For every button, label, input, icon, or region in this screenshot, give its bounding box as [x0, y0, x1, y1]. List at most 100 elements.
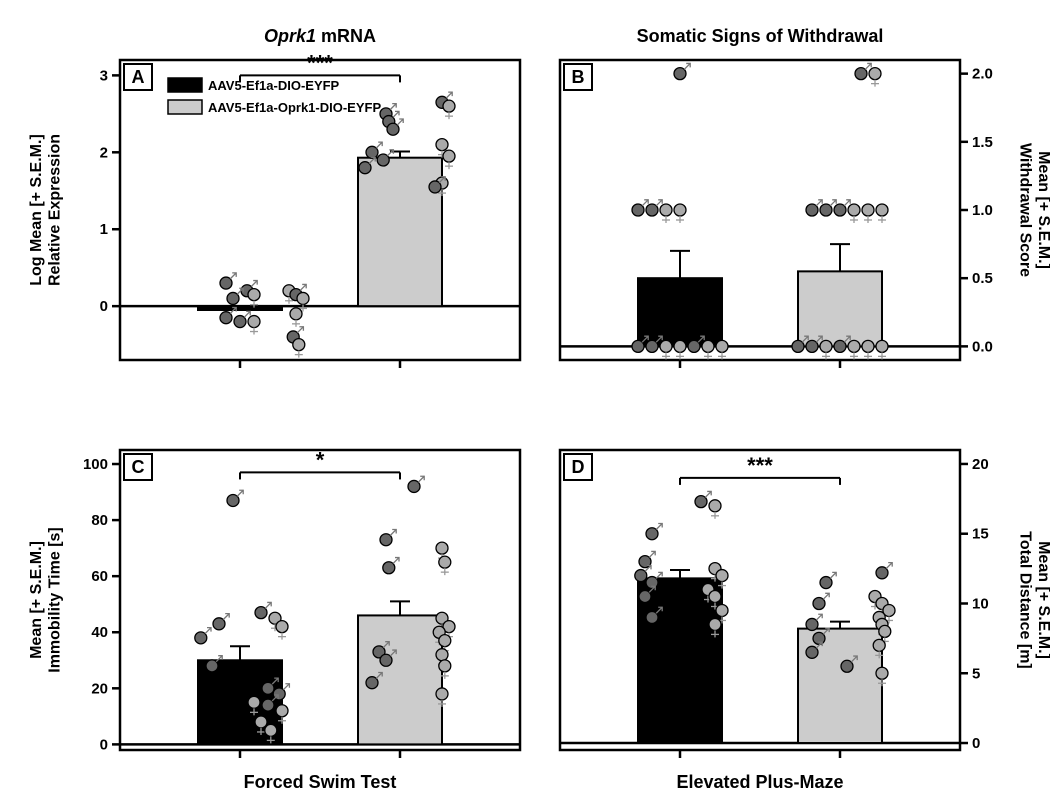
data-point	[248, 289, 260, 301]
ytick-label: 60	[91, 568, 108, 585]
y-axis-label: Mean [+ S.E.M.]Withdrawal Score	[1016, 143, 1050, 277]
ytick-label: 0.5	[972, 270, 993, 287]
data-point	[879, 625, 891, 637]
legend-label: AAV5-Ef1a-DIO-EYFP	[208, 78, 340, 93]
panel-letter: B	[564, 64, 592, 90]
ytick-label: 1.5	[972, 134, 993, 151]
legend-item: AAV5-Ef1a-Oprk1-DIO-EYFP	[168, 100, 381, 115]
ytick-label: 2	[100, 144, 108, 161]
y-axis-label: Mean [+ S.E.M.]Immobility Time [s]	[28, 527, 63, 673]
y-axis-label: Log Mean [+ S.E.M.]Relative Expression	[28, 134, 63, 286]
data-point	[674, 340, 686, 352]
panel-D: 0 5 10 15 20 *** D Elevated Plus-Maze Mean [+ S.…	[560, 450, 1050, 792]
data-point	[276, 621, 288, 633]
ytick-label: 2.0	[972, 66, 993, 83]
data-point	[876, 340, 888, 352]
ytick-label: 0	[100, 736, 108, 753]
bar	[638, 278, 722, 346]
data-point	[248, 696, 260, 708]
svg-text:B: B	[572, 67, 585, 87]
data-point	[709, 500, 721, 512]
data-point	[297, 292, 309, 304]
legend-swatch	[168, 78, 202, 92]
panel-letter: D	[564, 454, 592, 480]
ytick-label: 80	[91, 512, 108, 529]
signif-marker: ***	[307, 50, 333, 75]
data-point	[674, 204, 686, 216]
y-axis-label: Mean [+ S.E.M.]Total Distance [m]	[1016, 531, 1050, 669]
data-point	[366, 146, 378, 158]
axis-box	[120, 450, 520, 750]
legend-label: AAV5-Ef1a-Oprk1-DIO-EYFP	[208, 100, 381, 115]
svg-text:A: A	[132, 67, 145, 87]
ytick-label: 100	[83, 456, 108, 473]
ytick-label: 5	[972, 665, 980, 682]
data-point	[869, 68, 881, 80]
panel-B: 0.0 0.5 1.0 1.5 2.0 B Somatic Signs of Withdra…	[560, 26, 1050, 368]
data-point	[848, 204, 860, 216]
ytick-label: 3	[100, 67, 108, 84]
data-point	[862, 204, 874, 216]
x-axis-label: Elevated Plus-Maze	[676, 772, 843, 792]
data-point	[862, 340, 874, 352]
data-point	[635, 570, 647, 582]
ytick-label: 0.0	[972, 338, 993, 355]
ytick-label: 15	[972, 526, 989, 543]
bar	[358, 158, 442, 306]
data-point	[876, 667, 888, 679]
ytick-label: 1.0	[972, 202, 993, 219]
legend: AAV5-Ef1a-DIO-EYFP AAV5-Ef1a-Oprk1-DIO-EY…	[168, 78, 381, 115]
data-point	[813, 597, 825, 609]
figure-svg: 0 1 2 3 *** A Oprk1 mRNA Log Mean [+ S.E.M.]Rel…	[0, 0, 1050, 804]
data-point	[660, 204, 672, 216]
data-point	[436, 139, 448, 151]
data-point	[820, 340, 832, 352]
data-point	[439, 660, 451, 672]
legend-item: AAV5-Ef1a-DIO-EYFP	[168, 78, 340, 93]
data-point	[702, 340, 714, 352]
panel-letter: C	[124, 454, 152, 480]
data-point	[876, 204, 888, 216]
data-point	[443, 100, 455, 112]
ytick-label: 0	[100, 298, 108, 315]
bar	[638, 578, 722, 743]
bar	[798, 629, 882, 743]
ytick-label: 10	[972, 595, 989, 612]
data-point	[290, 308, 302, 320]
data-point	[429, 181, 441, 193]
ytick-label: 20	[972, 456, 989, 473]
data-point	[265, 724, 277, 736]
ytick-label: 40	[91, 624, 108, 641]
axis-box	[560, 450, 960, 750]
data-point	[716, 570, 728, 582]
panel-title: Oprk1 mRNA	[264, 26, 376, 46]
figure-root: 0 1 2 3 *** A Oprk1 mRNA Log Mean [+ S.E.M.]Rel…	[0, 0, 1050, 804]
data-point	[873, 639, 885, 651]
data-point	[443, 150, 455, 162]
data-point	[380, 654, 392, 666]
svg-text:D: D	[572, 457, 585, 477]
svg-text:C: C	[132, 457, 145, 477]
data-point	[716, 340, 728, 352]
data-point	[293, 339, 305, 351]
data-point	[709, 591, 721, 603]
data-point	[855, 68, 867, 80]
panel-title: Somatic Signs of Withdrawal	[637, 26, 884, 46]
data-point	[436, 649, 448, 661]
signif-marker: ***	[747, 453, 773, 478]
ytick-label: 0	[972, 735, 980, 752]
panel-letter: A	[124, 64, 152, 90]
data-point	[660, 340, 672, 352]
bar	[798, 271, 882, 346]
legend-swatch	[168, 100, 202, 114]
ytick-label: 20	[91, 680, 108, 697]
axis-box	[560, 60, 960, 360]
data-point	[439, 635, 451, 647]
x-axis-label: Forced Swim Test	[244, 772, 397, 792]
data-point	[276, 705, 288, 717]
ytick-label: 1	[100, 221, 108, 238]
data-point	[439, 556, 451, 568]
data-point	[716, 604, 728, 616]
data-point	[436, 542, 448, 554]
data-point	[248, 316, 260, 328]
